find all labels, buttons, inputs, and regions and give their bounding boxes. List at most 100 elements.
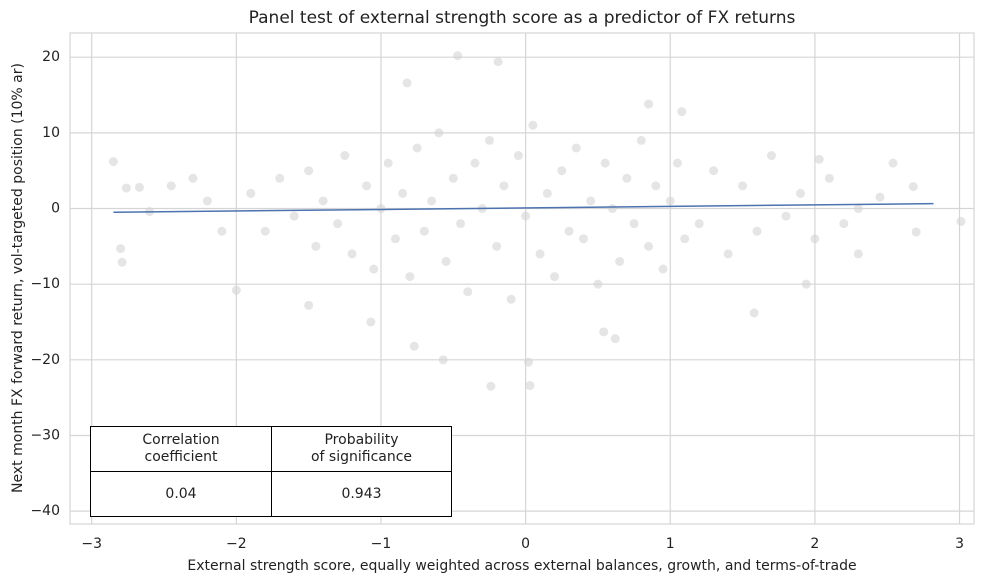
scatter-point [402, 78, 412, 88]
scatter-point [738, 181, 748, 191]
scatter-point [600, 158, 610, 168]
scatter-point [260, 226, 270, 236]
scatter-point [117, 257, 127, 267]
table-header: Correlation coefficient [90, 426, 272, 472]
x-tick-label: −2 [226, 536, 247, 552]
table-header: Probability of significance [271, 426, 452, 472]
scatter-point [486, 381, 496, 391]
scatter-point [853, 204, 863, 214]
scatter-point [318, 196, 328, 206]
chart-title: Panel test of external strength score as… [249, 8, 796, 28]
scatter-point [723, 249, 733, 259]
scatter-point [615, 256, 625, 266]
scatter-point [513, 151, 523, 161]
scatter-point [427, 196, 437, 206]
scatter-point [390, 234, 400, 244]
scatter-point [550, 272, 560, 282]
scatter-point [956, 216, 966, 226]
scatter-point [275, 173, 285, 183]
scatter-point [134, 182, 144, 192]
scatter-point [586, 196, 596, 206]
scatter-point [781, 211, 791, 221]
scatter-point [347, 249, 357, 259]
scatter-point [875, 192, 885, 202]
scatter-point [376, 204, 386, 214]
scatter-point [493, 57, 503, 67]
scatter-point [607, 204, 617, 214]
y-tick-label: −10 [30, 276, 60, 292]
scatter-point [340, 151, 350, 161]
x-tick-label: −1 [371, 536, 392, 552]
y-tick-label: −40 [30, 503, 60, 519]
scatter-point [441, 256, 451, 266]
scatter-point [470, 158, 480, 168]
scatter-point [521, 211, 531, 221]
scatter-point [484, 135, 494, 145]
y-tick-label: −30 [30, 427, 60, 443]
y-tick-label: 20 [42, 49, 60, 65]
scatter-point [644, 99, 654, 109]
scatter-point [366, 317, 376, 327]
x-tick-label: 3 [955, 536, 964, 552]
plot-frame [69, 32, 975, 525]
scatter-point [629, 219, 639, 229]
scatter-point [398, 188, 408, 198]
scatter-point [593, 279, 603, 289]
scatter-point [665, 196, 675, 206]
x-tick-label: 2 [810, 536, 819, 552]
scatter-point [188, 173, 198, 183]
scatter-point [680, 234, 690, 244]
scatter-point [622, 173, 632, 183]
y-tick-label: 10 [42, 125, 60, 141]
scatter-point [116, 244, 126, 254]
x-tick-label: −3 [81, 536, 102, 552]
scatter-point [749, 308, 759, 318]
scatter-point [448, 173, 458, 183]
scatter-point [672, 158, 682, 168]
scatter-point [888, 158, 898, 168]
scatter-point [525, 381, 535, 391]
scatter-point [767, 151, 777, 161]
table-cell: 0.04 [90, 471, 272, 517]
scatter-point [644, 241, 654, 251]
scatter-point [311, 241, 321, 251]
regression-line [113, 202, 934, 214]
scatter-point [409, 341, 419, 351]
scatter-point [810, 234, 820, 244]
scatter-point [677, 107, 687, 117]
scatter-point [578, 234, 588, 244]
scatter-point [434, 128, 444, 138]
scatter-point [383, 158, 393, 168]
x-tick-label: 1 [666, 536, 675, 552]
scatter-point [121, 183, 131, 193]
scatter-point [289, 211, 299, 221]
scatter-point [524, 357, 534, 367]
scatter-point [658, 264, 668, 274]
scatter-point [453, 51, 463, 61]
scatter-point [709, 166, 719, 176]
table-cell: 0.943 [271, 471, 452, 517]
y-tick-label: 0 [51, 201, 60, 217]
y-axis-label: Next month FX forward return, vol-target… [10, 63, 26, 493]
scatter-point [202, 196, 212, 206]
scatter-point [557, 166, 567, 176]
scatter-point [651, 181, 661, 191]
scatter-point [610, 334, 620, 344]
scatter-point [636, 135, 646, 145]
scatter-point [752, 226, 762, 236]
x-axis-label: External strength score, equally weighte… [187, 558, 856, 574]
scatter-point [542, 188, 552, 198]
scatter-point [908, 182, 918, 192]
scatter-point [814, 154, 824, 164]
scatter-point [217, 226, 227, 236]
scatter-point [246, 188, 256, 198]
scatter-point [412, 143, 422, 153]
scatter-point [801, 279, 811, 289]
scatter-point [463, 287, 473, 297]
scatter-point [528, 120, 538, 130]
scatter-point [362, 181, 372, 191]
scatter-point [456, 219, 466, 229]
scatter-point [438, 355, 448, 365]
scatter-point [824, 173, 834, 183]
